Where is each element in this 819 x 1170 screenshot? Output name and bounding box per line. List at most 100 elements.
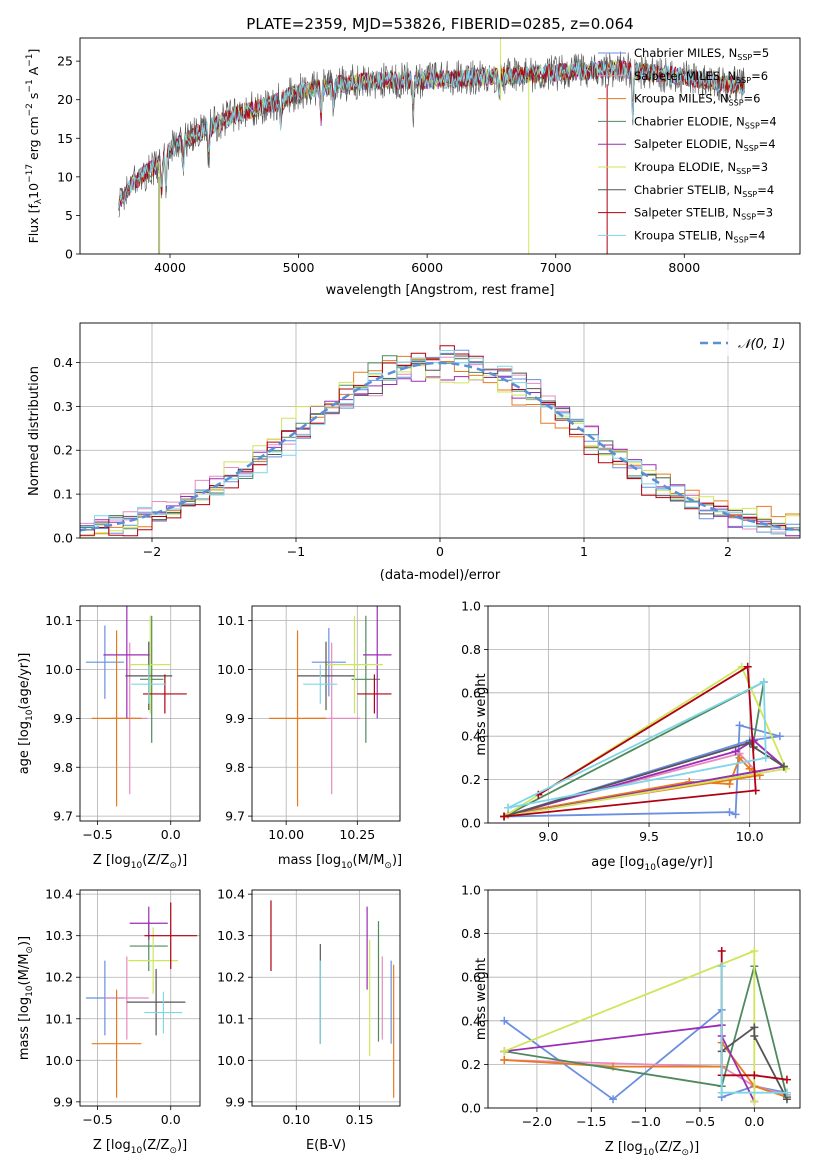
y-tick-label: 10 xyxy=(57,169,73,184)
y-tick-label: 9.8 xyxy=(53,760,73,775)
x-tick-label: 2 xyxy=(724,544,732,559)
y-axis-label: Flux [fλ10−17 erg cm−2 s−1 A−1] xyxy=(25,49,44,244)
y-tick-label: 10.2 xyxy=(45,970,73,985)
y-tick-label: 20 xyxy=(57,92,73,107)
x-tick-label: −1.0 xyxy=(630,1114,660,1129)
weight_vs_age-frame xyxy=(487,605,801,824)
x-tick-label: −1 xyxy=(287,544,305,559)
x-tick-label: 10.00 xyxy=(268,827,304,842)
y-axis-label: age [log10(age/yr)] xyxy=(17,653,35,775)
mass_vs_ebv-panel: 0.10 0.15 9.9 10.0 10.1 10.2 10.3 10.4 E(B-V) xyxy=(217,887,401,1153)
y-axis-label: mass weight xyxy=(474,958,489,1040)
weight-marker xyxy=(743,662,752,671)
x-axis-label: age [log10(age/yr)] xyxy=(591,855,713,873)
errorbar-kroupa-miles xyxy=(91,989,142,1098)
y-tick-label: 9.9 xyxy=(225,711,245,726)
legend-entry: Salpeter MILES, NSSP=6 xyxy=(634,69,768,85)
x-tick-label: 5000 xyxy=(283,260,315,275)
weight-line-kroupa-elodie xyxy=(500,947,759,1106)
y-tick-label: 0.3 xyxy=(53,399,73,414)
spectrum-plot-area xyxy=(118,38,745,254)
y-tick-label: 10.4 xyxy=(217,887,245,902)
y-tick-label: 0.0 xyxy=(53,531,73,546)
x-tick-label: −1.5 xyxy=(576,1114,606,1129)
weight-marker xyxy=(731,747,740,756)
y-tick-label: 10.0 xyxy=(45,662,73,677)
weight-marker xyxy=(735,753,744,762)
weight-marker xyxy=(782,1075,791,1084)
mass_vs_Z-plot-area xyxy=(80,890,200,1106)
legend-entry: Salpeter STELIB, NSSP=3 xyxy=(634,206,773,222)
weight-marker xyxy=(725,779,734,788)
y-tick-label: 0.6 xyxy=(461,970,481,985)
weight_vs_Z-plot-area xyxy=(488,890,800,1108)
y-tick-label: 5 xyxy=(65,208,73,223)
y-tick-label: 10.1 xyxy=(217,613,245,628)
errorbar-salpeter-elodie xyxy=(129,906,168,940)
weight-marker xyxy=(717,962,726,971)
y-tick-label: 9.7 xyxy=(53,809,73,824)
x-axis-label: (data-model)/error xyxy=(380,568,501,583)
weight-marker xyxy=(750,1023,759,1032)
age_vs_mass-plot-area xyxy=(252,606,400,821)
legend-entry: Salpeter ELODIE, NSSP=4 xyxy=(634,137,776,153)
x-tick-label: 1 xyxy=(580,544,588,559)
y-tick-label: 10.1 xyxy=(45,613,73,628)
age_vs_Z-frame xyxy=(79,605,201,822)
legend-entry: 𝒩(0, 1) xyxy=(738,337,785,352)
mass_vs_ebv-frame xyxy=(251,889,401,1107)
x-tick-label: 9.0 xyxy=(538,829,558,844)
errorbar-chabrier-miles xyxy=(85,625,124,699)
y-tick-label: 0.6 xyxy=(461,685,481,700)
errorbar-salpeter-elodie xyxy=(103,606,151,719)
weight-marker xyxy=(782,1088,791,1097)
errorbar-kroupa-stelib xyxy=(303,664,338,704)
y-tick-label: 0.8 xyxy=(461,926,481,941)
y-tick-label: 10.3 xyxy=(45,928,73,943)
figure-title: PLATE=2359, MJD=53826, FIBERID=0285, z=0… xyxy=(246,15,633,33)
x-tick-label: 0 xyxy=(436,544,444,559)
x-tick-label: 0.0 xyxy=(161,827,181,842)
y-axis-label: mass [log10(M/M⊙)] xyxy=(17,936,35,1060)
y-tick-label: 10.3 xyxy=(217,928,245,943)
weight-marker xyxy=(775,732,784,741)
weight-line-kroupa-stelib xyxy=(504,677,770,812)
errorbar-kroupa-elodie xyxy=(129,615,171,714)
errorbar-kroupa-elodie xyxy=(326,615,383,714)
y-tick-label: 0.4 xyxy=(461,729,481,744)
y-axis-label: Normed distribution xyxy=(27,366,42,496)
x-axis-label: Z [log10(Z/Z⊙)] xyxy=(605,1140,699,1158)
x-axis-label: E(B-V) xyxy=(306,1138,346,1153)
y-tick-label: 0.4 xyxy=(53,355,73,370)
x-tick-label: 0.10 xyxy=(282,1112,310,1127)
x-tick-label: 0.15 xyxy=(346,1112,374,1127)
x-tick-label: −0.5 xyxy=(82,827,112,842)
weight-marker xyxy=(717,1088,726,1097)
weight-marker xyxy=(745,764,754,773)
weight-marker xyxy=(500,1016,509,1025)
x-tick-label: −2.0 xyxy=(522,1114,552,1129)
y-tick-label: 1.0 xyxy=(461,883,481,898)
errorbar-chabrier-elodie xyxy=(140,615,164,743)
y-tick-label: 9.9 xyxy=(53,711,73,726)
errorbar-chabrier-stelib xyxy=(297,641,355,711)
x-axis-label: Z [log10(Z/Z⊙)] xyxy=(93,853,187,871)
y-tick-label: 0.4 xyxy=(461,1013,481,1028)
y-tick-label: 0 xyxy=(65,247,73,262)
mass_vs_Z-panel: −0.5 0.0 9.9 10.0 10.1 10.2 10.3 10.4 Z [log10(Z… xyxy=(17,887,201,1156)
spectrum-line-kroupa-stelib xyxy=(118,60,745,211)
weight-marker xyxy=(751,786,760,795)
weight-marker xyxy=(735,721,744,730)
y-tick-label: 0.0 xyxy=(461,1101,481,1116)
y-tick-label: 10.0 xyxy=(217,1053,245,1068)
weight_vs_age-panel: 9.0 9.5 10.0 0.0 0.2 0.4 0.6 0.8 1.0 age [log10(a… xyxy=(461,599,801,873)
errorbar-salpeter-stelib xyxy=(357,674,392,714)
weight_vs_Z-frame xyxy=(487,889,801,1109)
y-tick-label: 15 xyxy=(57,131,73,146)
errorbar-chabrier-elodie xyxy=(351,615,381,743)
legend-entry: Kroupa STELIB, NSSP=4 xyxy=(634,228,765,244)
weight-marker xyxy=(750,1097,759,1106)
y-tick-label: 1.0 xyxy=(461,599,481,614)
errorbar-kroupa-miles xyxy=(269,630,326,807)
